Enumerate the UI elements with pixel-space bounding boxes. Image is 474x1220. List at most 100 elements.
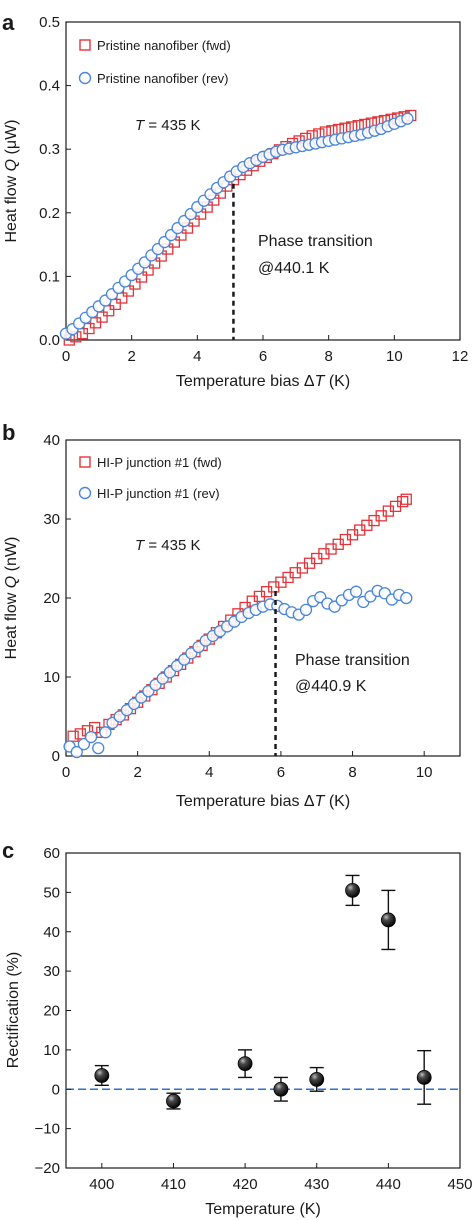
data-point-square xyxy=(74,728,86,740)
legend-square-marker xyxy=(79,456,91,468)
data-point-circle xyxy=(401,112,414,125)
y-tick-label: 50 xyxy=(43,884,60,901)
x-tick-label: 420 xyxy=(233,1176,258,1193)
data-point-square xyxy=(400,493,412,505)
legend-square-marker xyxy=(79,39,91,51)
panel-b-data-points xyxy=(63,493,413,759)
data-point-square xyxy=(103,305,115,317)
data-point-square xyxy=(96,311,108,323)
x-tick-label: 10 xyxy=(416,764,433,781)
y-tick-label: 0.1 xyxy=(39,268,60,285)
panel-c-x-axis-label: Temperature (K) xyxy=(205,1201,321,1218)
panel-a-x-axis-label: Temperature bias ΔT (K) xyxy=(176,373,350,390)
data-point-circle xyxy=(400,591,413,605)
legend-circle-marker xyxy=(78,486,92,500)
panel-a-ticks: 0 2 4 6 8 10 12 0.0 0.1 0.2 0.3 0.4 0.5 xyxy=(39,14,468,365)
data-point-circle xyxy=(299,603,313,616)
data-point-sphere xyxy=(166,1093,181,1109)
data-point-circle xyxy=(77,738,91,751)
y-tick-label: −20 xyxy=(35,1160,60,1177)
x-tick-label: 0 xyxy=(62,764,70,781)
y-tick-label: 0.2 xyxy=(39,205,60,222)
x-tick-label: 400 xyxy=(89,1176,114,1193)
data-point-sphere xyxy=(237,1056,253,1072)
data-point-square xyxy=(83,322,95,335)
data-point-square xyxy=(89,317,102,329)
panel-c-y-axis-label: Rectification (%) xyxy=(5,952,22,1068)
y-tick-label: 20 xyxy=(43,1003,60,1020)
y-tick-label: 0.3 xyxy=(39,141,60,158)
data-point-circle xyxy=(92,741,105,755)
y-tick-label: −10 xyxy=(35,1121,60,1138)
y-tick-label: 0 xyxy=(52,748,60,765)
x-tick-label: 12 xyxy=(452,348,469,365)
panel-b-legend-fwd: HI-P junction #1 (fwd) xyxy=(97,455,222,470)
panel-b-phase-temp: @440.9 K xyxy=(295,678,367,695)
data-point-circle xyxy=(99,726,112,739)
panel-a-temperature-note: T = 435 K xyxy=(135,117,200,134)
x-tick-label: 4 xyxy=(193,348,201,365)
y-tick-label: 30 xyxy=(43,963,60,980)
panel-a-legend: Pristine nanofiber (fwd) Pristine nanofi… xyxy=(78,38,231,86)
panel-a-legend-fwd: Pristine nanofiber (fwd) xyxy=(97,38,231,53)
y-tick-label: 10 xyxy=(43,669,60,686)
legend-circle-marker xyxy=(78,71,92,85)
panel-c-ticks: 400 410 420 430 440 450 −20 −10 0 10 20 30 40 50 60 xyxy=(35,845,473,1193)
y-tick-label: 40 xyxy=(43,432,60,449)
panel-c-label: c xyxy=(2,838,14,863)
data-point-sphere xyxy=(94,1068,110,1083)
x-tick-label: 4 xyxy=(205,764,213,781)
panel-a: a 0 2 4 6 8 10 12 0.0 0.1 0.2 0.3 0.4 0.5 Pristine n… xyxy=(2,10,468,390)
panel-b-phase-label: Phase transition xyxy=(295,652,410,669)
panel-b-label: b xyxy=(2,420,15,445)
panel-c-plot-frame xyxy=(65,852,461,1169)
data-point-square xyxy=(116,292,128,304)
data-point-circle xyxy=(84,730,98,744)
y-tick-label: 40 xyxy=(43,924,60,941)
panel-a-label: a xyxy=(2,10,15,35)
panel-a-plot-frame xyxy=(65,21,461,341)
x-tick-label: 8 xyxy=(324,348,332,365)
data-point-sphere xyxy=(273,1081,289,1097)
y-tick-label: 0.5 xyxy=(39,14,60,31)
panel-b-y-axis-label: Heat flow Q (nW) xyxy=(3,537,20,660)
panel-b-legend: HI-P junction #1 (fwd) HI-P junction #1 … xyxy=(78,455,222,501)
panel-b-legend-rev: HI-P junction #1 (rev) xyxy=(97,486,220,501)
panel-c: c 400 410 420 430 440 450−20−100102030405060 … xyxy=(2,838,473,1218)
data-point-square xyxy=(397,495,409,508)
x-tick-label: 450 xyxy=(447,1176,472,1193)
panel-b-ticks: 0 2 4 6 8 10 0 10 20 30 40 xyxy=(43,432,432,781)
y-tick-label: 0.4 xyxy=(39,78,60,95)
y-tick-label: 20 xyxy=(43,590,60,607)
x-tick-label: 2 xyxy=(133,764,141,781)
panel-a-legend-rev: Pristine nanofiber (rev) xyxy=(97,71,229,86)
panel-b: b 0 2 4 6 8 10 0 10 20 30 40 HI-P junction #1 (fwd… xyxy=(2,420,461,810)
y-tick-label: 60 xyxy=(43,845,60,862)
x-tick-label: 8 xyxy=(348,764,356,781)
data-point-square xyxy=(67,730,79,742)
x-tick-label: 0 xyxy=(62,348,70,365)
y-tick-label: 30 xyxy=(43,511,60,528)
x-tick-label: 10 xyxy=(386,348,403,365)
y-tick-label: 10 xyxy=(43,1042,60,1059)
panel-b-temperature-note: T = 435 K xyxy=(135,537,200,554)
data-point-square xyxy=(109,298,121,311)
panel-a-data-points xyxy=(59,109,417,346)
x-tick-label: 6 xyxy=(277,764,285,781)
x-tick-label: 6 xyxy=(259,348,267,365)
x-tick-label: 2 xyxy=(127,348,135,365)
panel-c-data-points xyxy=(94,874,432,1110)
data-point-sphere xyxy=(309,1072,325,1087)
x-tick-label: 430 xyxy=(304,1176,329,1193)
panel-b-x-axis-label: Temperature bias ΔT (K) xyxy=(176,793,350,810)
x-tick-label: 410 xyxy=(161,1176,186,1193)
panel-a-phase-temp: @440.1 K xyxy=(258,260,330,277)
data-point-circle xyxy=(349,585,363,598)
panel-a-y-axis-label: Heat flow Q (μW) xyxy=(3,119,20,242)
data-point-sphere xyxy=(380,912,396,928)
data-point-sphere xyxy=(345,883,360,898)
y-tick-label: 0.0 xyxy=(39,332,60,349)
x-tick-label: 440 xyxy=(376,1176,401,1193)
y-tick-label: 0 xyxy=(52,1081,60,1098)
